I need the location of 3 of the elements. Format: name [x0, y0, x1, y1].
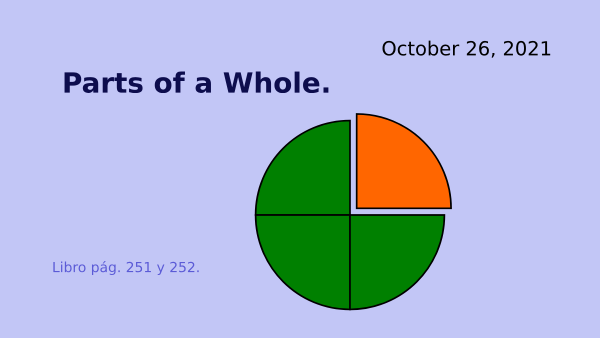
text: Libro pág. 251 y 252.: [53, 261, 199, 275]
chart-title: Parts of a Whole.: [64, 72, 328, 94]
text: October 26, 2021: [382, 40, 550, 58]
